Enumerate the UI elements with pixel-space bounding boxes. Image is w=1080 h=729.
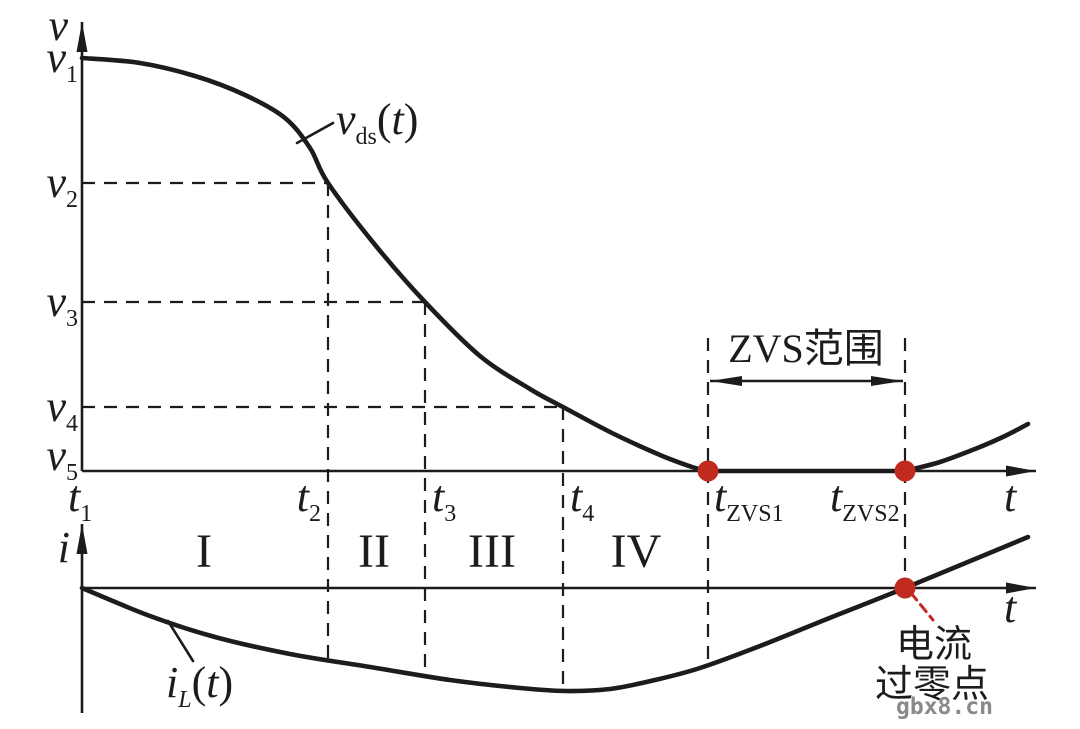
tzvs1-label-part-0: t xyxy=(714,472,728,521)
current-zero-label-line1: 电流 xyxy=(896,624,972,666)
t-axis-top-arrowhead xyxy=(1006,465,1036,477)
tzvs2-label: tZVS2 xyxy=(830,472,900,527)
t2-label-part-0: t xyxy=(297,472,311,521)
vds-curve-label-part-2: ( xyxy=(377,95,392,144)
t-axis-top-label: t xyxy=(1004,472,1018,521)
zvs-start-dot xyxy=(697,460,719,482)
v1-label-part-0: v xyxy=(46,33,66,82)
t2-label-part-1: 2 xyxy=(309,501,321,527)
region-label-4: IV xyxy=(611,525,662,578)
region-label-4-part-0: IV xyxy=(611,525,662,578)
t3-label: t3 xyxy=(432,472,456,527)
il-curve-label-part-1: L xyxy=(177,687,191,713)
region-label-2-part-0: II xyxy=(358,525,390,578)
v-axis-arrowhead xyxy=(76,22,88,52)
watermark-text: gbx8.cn xyxy=(896,694,993,720)
v5-label-part-1: 5 xyxy=(66,460,78,486)
i-axis-arrowhead xyxy=(76,524,88,554)
il-curve-label-part-4: ) xyxy=(218,658,233,707)
v2-label-part-0: v xyxy=(46,158,66,207)
t-axis-bottom-label-part-0: t xyxy=(1004,583,1018,632)
region-label-3-part-0: III xyxy=(468,525,516,578)
zvs-range-arrow-left-arrowhead xyxy=(710,376,742,386)
zvs-range-label-part-0: ZVS范围 xyxy=(728,326,884,371)
v1-label: v1 xyxy=(46,33,78,88)
watermark-text-part-0: gbx8.cn xyxy=(896,694,993,720)
tzvs2-label-part-0: t xyxy=(830,472,844,521)
region-label-1-part-0: I xyxy=(196,525,212,578)
region-label-2: II xyxy=(358,525,390,578)
vds-curve-label: vds(t) xyxy=(336,95,418,150)
t4-label-part-0: t xyxy=(570,472,584,521)
region-label-3: III xyxy=(468,525,516,578)
i-axis-label: i xyxy=(58,523,70,572)
v3-label-part-0: v xyxy=(46,277,66,326)
vds-curve xyxy=(79,55,1031,474)
i-axis-label-part-0: i xyxy=(58,523,70,572)
current-zero-label-line2: 过零点 xyxy=(875,664,989,706)
v5-label-part-0: v xyxy=(46,431,66,480)
v4-label-part-1: 4 xyxy=(66,411,78,437)
il-curve xyxy=(79,534,1031,694)
il-curve-label: iL(t) xyxy=(166,658,233,713)
v4-label-part-0: v xyxy=(46,382,66,431)
v2-label: v2 xyxy=(46,158,78,213)
v-axis-label: v xyxy=(48,1,68,50)
v-axis-label-part-0: v xyxy=(48,1,68,50)
il-label-leader xyxy=(166,619,195,663)
t-axis-bottom-arrowhead xyxy=(1006,582,1036,594)
vds-curve-label-part-4: ) xyxy=(404,95,419,144)
zvs-range-label: ZVS范围 xyxy=(728,326,884,371)
tzvs2-label-part-1: ZVS2 xyxy=(842,501,899,527)
tzvs1-label: tZVS1 xyxy=(714,472,784,527)
region-label-1: I xyxy=(196,525,212,578)
zvs-range-arrow-right-arrowhead xyxy=(871,376,903,386)
il-curve-label-part-2: ( xyxy=(192,658,207,707)
t-axis-top-label-part-0: t xyxy=(1004,472,1018,521)
v1-label-part-1: 1 xyxy=(66,62,78,88)
current-zero-dot xyxy=(894,577,916,599)
zero-cross-leader xyxy=(909,591,935,622)
tzvs1-label-part-1: ZVS1 xyxy=(726,501,783,527)
vds-label-leader xyxy=(295,121,335,145)
vds-curve-label-part-3: t xyxy=(392,95,406,144)
current-zero-label-line1-part-0: 电流 xyxy=(896,624,972,666)
v3-label: v3 xyxy=(46,277,78,332)
zvs-end-dot xyxy=(894,460,916,482)
t2-label: t2 xyxy=(297,472,321,527)
v3-label-part-1: 3 xyxy=(66,306,78,332)
t1-label: t1 xyxy=(68,472,92,527)
v4-label: v4 xyxy=(46,382,78,437)
t3-label-part-0: t xyxy=(432,472,446,521)
v5-label: v5 xyxy=(46,431,78,486)
v2-label-part-1: 2 xyxy=(66,187,78,213)
vds-curve-label-part-0: v xyxy=(336,95,356,144)
t4-label: t4 xyxy=(570,472,594,527)
vds-curve-label-part-1: ds xyxy=(356,124,377,150)
current-zero-label-line2-part-0: 过零点 xyxy=(875,664,989,706)
t1-label-part-1: 1 xyxy=(80,501,92,527)
t4-label-part-1: 4 xyxy=(582,501,594,527)
t1-label-part-0: t xyxy=(68,472,82,521)
il-curve-label-part-3: t xyxy=(206,658,220,707)
t-axis-bottom-label: t xyxy=(1004,583,1018,632)
il-curve-label-part-0: i xyxy=(166,658,178,707)
t3-label-part-1: 3 xyxy=(444,501,456,527)
